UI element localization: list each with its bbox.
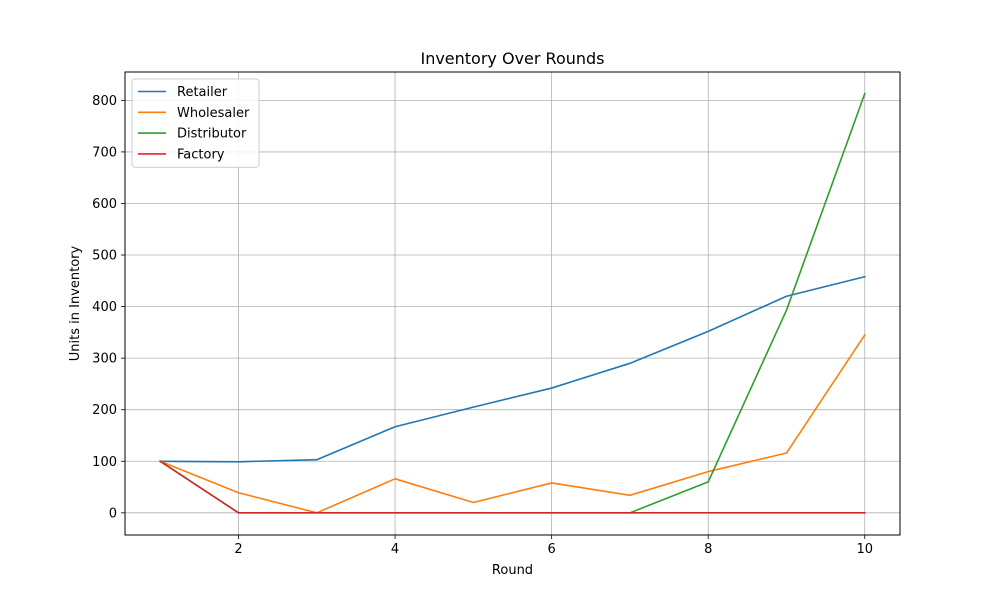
x-tick-label: 8	[704, 542, 712, 557]
y-tick-label: 700	[92, 145, 117, 160]
chart-title: Inventory Over Rounds	[420, 49, 604, 68]
legend-label-retailer: Retailer	[177, 85, 228, 100]
y-tick-label: 200	[92, 403, 117, 418]
y-tick-label: 600	[92, 197, 117, 212]
series-line-factory	[159, 460, 866, 514]
legend-label-wholesaler: Wholesaler	[177, 106, 250, 121]
y-axis-ticks: 0 100 200 300 400 500 600 700 800	[92, 94, 125, 521]
grid	[125, 72, 900, 535]
series-lines	[159, 92, 866, 514]
x-tick-label: 2	[234, 542, 242, 557]
y-tick-label: 500	[92, 249, 117, 264]
y-tick-label: 300	[92, 352, 117, 367]
y-tick-label: 400	[92, 300, 117, 315]
x-axis-label: Round	[492, 563, 533, 578]
y-tick-label: 800	[92, 94, 117, 109]
legend-box	[131, 78, 260, 168]
legend-label-factory: Factory	[177, 147, 225, 162]
x-tick-label: 6	[548, 542, 556, 557]
x-tick-label: 10	[856, 542, 873, 557]
y-tick-label: 100	[92, 455, 117, 470]
x-axis-ticks: 2 4 6 8 10	[234, 535, 873, 557]
series-line-wholesaler	[159, 333, 866, 514]
legend-label-distributor: Distributor	[177, 127, 247, 142]
y-tick-label: 0	[109, 506, 117, 521]
plot-frame	[124, 71, 901, 536]
x-tick-label: 4	[391, 542, 399, 557]
legend: Retailer Wholesaler Distributor Factory	[131, 78, 260, 168]
series-line-retailer	[159, 275, 866, 463]
y-axis-label: Units in Inventory	[68, 245, 83, 361]
